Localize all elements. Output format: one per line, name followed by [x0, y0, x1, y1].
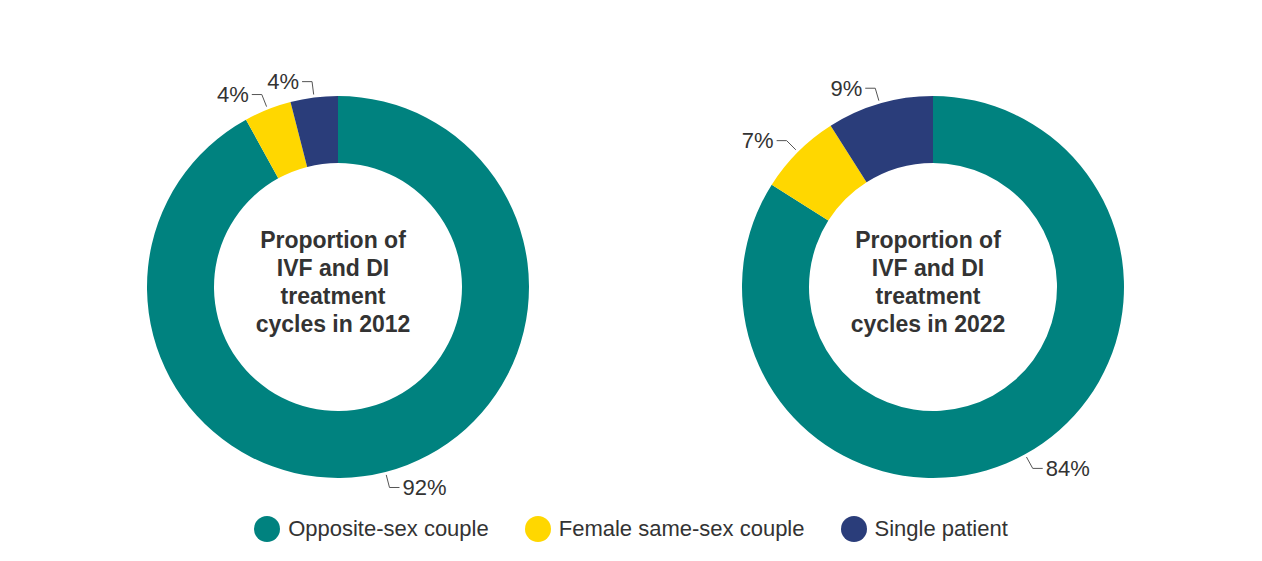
svg-text:7%: 7% — [742, 128, 774, 153]
svg-text:92%: 92% — [402, 475, 446, 500]
svg-text:9%: 9% — [830, 76, 862, 101]
html-text:Female same-sex couple: Female same-sex couple — [558, 516, 805, 541]
html-text:Opposite-sex couple: Opposite-sex couple — [288, 516, 489, 541]
svg-text:84%: 84% — [1046, 456, 1090, 481]
html-text:Proportion of IVF and DI treat: Proportion of IVF and DI treatment cycle… — [850, 227, 1006, 337]
html-text:Single patient: Single patient — [874, 516, 1008, 541]
svg-text:4%: 4% — [217, 82, 249, 107]
svg-text:4%: 4% — [267, 69, 299, 94]
html-text:Proportion of IVF and DI treat: Proportion of IVF and DI treatment cycle… — [255, 227, 411, 337]
